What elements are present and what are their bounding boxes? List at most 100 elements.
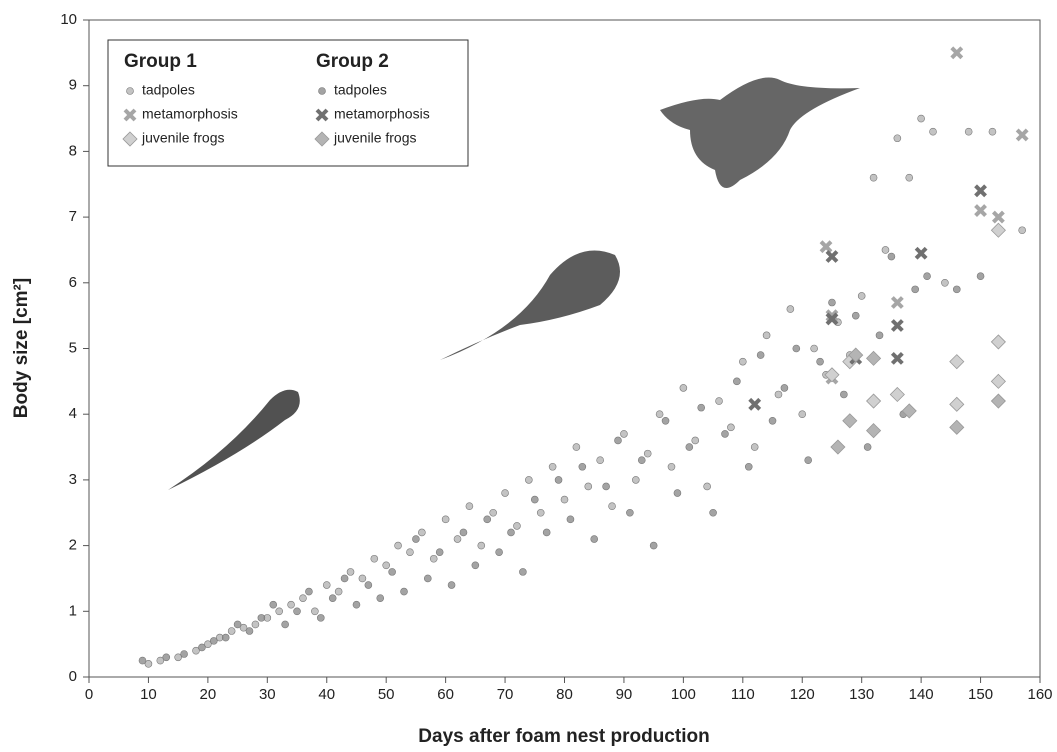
point [156, 656, 165, 665]
point [358, 574, 367, 583]
point [941, 278, 949, 287]
x-tick-label: 60 [437, 686, 454, 703]
point [1018, 226, 1026, 235]
point [990, 393, 1006, 409]
point [501, 489, 509, 497]
point [293, 607, 301, 616]
legend-marker [314, 131, 330, 147]
y-tick-label: 2 [69, 537, 77, 554]
point [887, 252, 896, 261]
point [974, 184, 987, 198]
point [750, 443, 759, 451]
point [990, 334, 1006, 350]
x-tick-label: 30 [259, 686, 276, 703]
point [851, 311, 860, 320]
point [863, 443, 872, 451]
point [964, 127, 973, 136]
point [840, 390, 848, 399]
legend-group-title: Group 2 [316, 51, 389, 72]
y-tick-label: 5 [69, 339, 77, 356]
point [673, 489, 682, 497]
point [816, 357, 824, 366]
point [830, 439, 846, 455]
point [204, 640, 212, 648]
point [866, 350, 882, 366]
legend-label: tadpoles [142, 82, 195, 98]
point [364, 581, 373, 589]
point [530, 495, 539, 504]
point [991, 210, 1005, 224]
legend-marker [318, 87, 326, 95]
point [780, 384, 789, 392]
point [542, 528, 551, 537]
x-tick-label: 110 [731, 686, 755, 703]
point [602, 482, 610, 491]
point [144, 660, 153, 668]
point [311, 607, 319, 616]
illustration [168, 77, 860, 490]
legend-label: juvenile frogs [333, 130, 417, 146]
point [643, 449, 652, 458]
point [976, 272, 985, 281]
y-tick-label: 0 [69, 668, 77, 685]
point [709, 508, 717, 517]
point [269, 600, 278, 609]
point [608, 502, 616, 510]
point [590, 535, 599, 543]
point [447, 581, 456, 589]
point [866, 423, 882, 439]
x-tick-label: 70 [497, 686, 514, 703]
x-tick-label: 10 [140, 686, 157, 703]
point [893, 134, 902, 143]
point [346, 568, 355, 576]
point [233, 620, 242, 629]
legend-label: tadpoles [334, 82, 387, 98]
point [1015, 128, 1029, 142]
point [210, 637, 218, 645]
point [825, 312, 839, 326]
point [566, 515, 575, 524]
point [138, 656, 147, 665]
y-tick-label: 9 [69, 77, 77, 94]
legend-label: juvenile frogs [141, 130, 225, 146]
point [727, 423, 735, 432]
point [952, 285, 961, 294]
point [221, 633, 230, 642]
point [626, 508, 634, 517]
point [412, 535, 420, 543]
point [489, 508, 497, 517]
legend-label: metamorphosis [334, 106, 430, 122]
legend-marker [123, 108, 137, 122]
point [548, 462, 557, 471]
point [299, 594, 307, 602]
point [418, 528, 426, 537]
point [691, 436, 700, 445]
y-tick-label: 10 [60, 11, 77, 28]
point [810, 344, 818, 353]
point [388, 568, 396, 576]
point [394, 541, 402, 550]
point [990, 373, 1006, 389]
x-tick-label: 140 [909, 686, 934, 703]
point [477, 541, 486, 550]
point [192, 646, 200, 655]
point [914, 246, 928, 260]
point [370, 554, 379, 563]
point [400, 587, 408, 596]
point [507, 528, 515, 537]
point [798, 410, 807, 419]
point [792, 344, 801, 353]
point [685, 443, 694, 451]
point [974, 204, 987, 217]
legend-label: metamorphosis [142, 106, 238, 122]
y-tick-label: 7 [69, 208, 77, 225]
point [825, 250, 839, 263]
point [513, 522, 521, 530]
y-tick-label: 1 [69, 602, 77, 619]
point [655, 410, 664, 419]
point [768, 416, 777, 425]
y-tick-label: 8 [69, 142, 77, 159]
point [929, 127, 937, 136]
y-tick-label: 6 [69, 274, 77, 291]
point [519, 568, 527, 576]
